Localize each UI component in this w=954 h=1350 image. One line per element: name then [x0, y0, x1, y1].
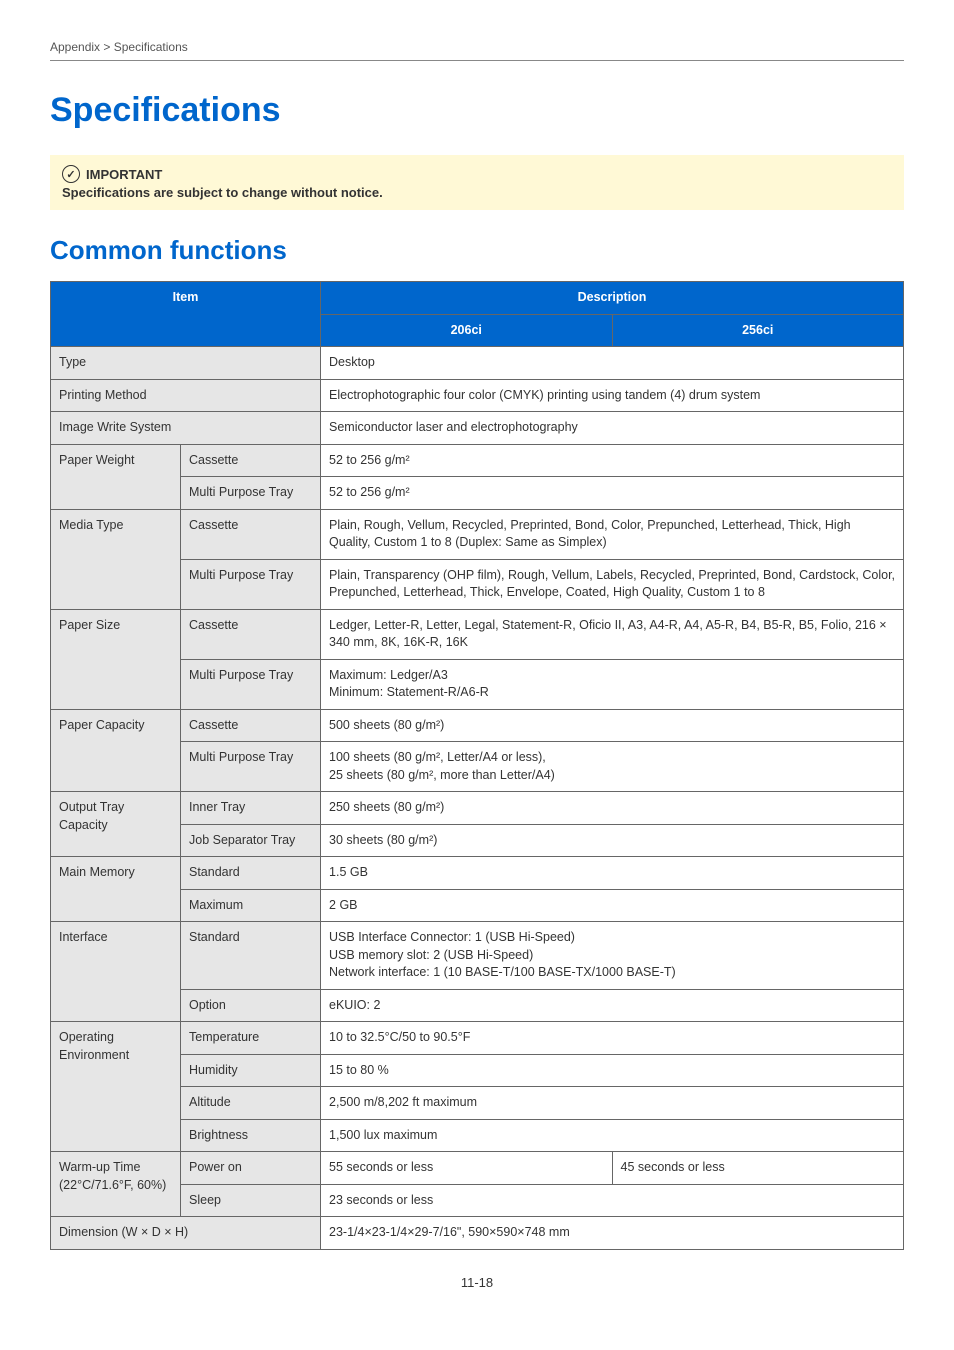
th-description: Description — [321, 282, 904, 315]
row-interface-std-sub: Standard — [181, 922, 321, 990]
th-model1: 206ci — [321, 314, 612, 347]
row-interface-opt-sub: Option — [181, 989, 321, 1022]
row-operating-hum-val: 15 to 80 % — [321, 1054, 904, 1087]
row-output-label: Output Tray Capacity — [51, 792, 181, 857]
row-output-inner-val: 250 sheets (80 g/m²) — [321, 792, 904, 825]
row-operating-label: Operating Environment — [51, 1022, 181, 1152]
row-memory-max-sub: Maximum — [181, 889, 321, 922]
row-papersize-mp-sub: Multi Purpose Tray — [181, 659, 321, 709]
row-operating-bright-val: 1,500 lux maximum — [321, 1119, 904, 1152]
row-paperweight-mp-val: 52 to 256 g/m² — [321, 477, 904, 510]
row-mediatype-label: Media Type — [51, 509, 181, 609]
row-papercap-mp-sub: Multi Purpose Tray — [181, 742, 321, 792]
important-notice: ✓ IMPORTANT Specifications are subject t… — [50, 155, 904, 210]
row-papercap-cassette-val: 500 sheets (80 g/m²) — [321, 709, 904, 742]
row-paperweight-cassette-val: 52 to 256 g/m² — [321, 444, 904, 477]
row-printing-value: Electrophotographic four color (CMYK) pr… — [321, 379, 904, 412]
row-paperweight-mp-sub: Multi Purpose Tray — [181, 477, 321, 510]
row-papercap-label: Paper Capacity — [51, 709, 181, 792]
row-warmup-label: Warm-up Time (22°C/71.6°F, 60%) — [51, 1152, 181, 1217]
row-memory-label: Main Memory — [51, 857, 181, 922]
row-operating-bright-sub: Brightness — [181, 1119, 321, 1152]
row-papersize-mp-val: Maximum: Ledger/A3 Minimum: Statement-R/… — [321, 659, 904, 709]
spec-table: Item Description 206ci 256ci Type Deskto… — [50, 281, 904, 1250]
row-warmup-power-sub: Power on — [181, 1152, 321, 1185]
row-mediatype-mp-sub: Multi Purpose Tray — [181, 559, 321, 609]
section-title: Common functions — [50, 235, 904, 266]
row-printing-label: Printing Method — [51, 379, 321, 412]
row-dimension-label: Dimension (W × D × H) — [51, 1217, 321, 1250]
row-output-jobsep-val: 30 sheets (80 g/m²) — [321, 824, 904, 857]
check-icon: ✓ — [62, 165, 80, 183]
row-imagewrite-value: Semiconductor laser and electrophotograp… — [321, 412, 904, 445]
row-paperweight-label: Paper Weight — [51, 444, 181, 509]
row-papersize-cassette-val: Ledger, Letter-R, Letter, Legal, Stateme… — [321, 609, 904, 659]
row-memory-max-val: 2 GB — [321, 889, 904, 922]
breadcrumb: Appendix > Specifications — [50, 40, 904, 61]
row-mediatype-mp-val: Plain, Transparency (OHP film), Rough, V… — [321, 559, 904, 609]
row-memory-std-val: 1.5 GB — [321, 857, 904, 890]
th-model2: 256ci — [612, 314, 904, 347]
row-imagewrite-label: Image Write System — [51, 412, 321, 445]
row-mediatype-cassette-val: Plain, Rough, Vellum, Recycled, Preprint… — [321, 509, 904, 559]
th-item: Item — [51, 282, 321, 347]
row-warmup-power-v2: 45 seconds or less — [612, 1152, 904, 1185]
important-label: IMPORTANT — [86, 167, 162, 182]
row-type-label: Type — [51, 347, 321, 380]
important-text: Specifications are subject to change wit… — [62, 185, 892, 200]
row-papercap-mp-val: 100 sheets (80 g/m², Letter/A4 or less),… — [321, 742, 904, 792]
row-papercap-cassette-sub: Cassette — [181, 709, 321, 742]
row-warmup-sleep-val: 23 seconds or less — [321, 1184, 904, 1217]
row-warmup-sleep-sub: Sleep — [181, 1184, 321, 1217]
row-papersize-cassette-sub: Cassette — [181, 609, 321, 659]
row-memory-std-sub: Standard — [181, 857, 321, 890]
row-dimension-value: 23-1/4×23-1/4×29-7/16", 590×590×748 mm — [321, 1217, 904, 1250]
row-papersize-label: Paper Size — [51, 609, 181, 709]
page-number: 11-18 — [50, 1275, 904, 1290]
row-type-value: Desktop — [321, 347, 904, 380]
row-operating-alt-sub: Altitude — [181, 1087, 321, 1120]
row-operating-temp-sub: Temperature — [181, 1022, 321, 1055]
row-output-inner-sub: Inner Tray — [181, 792, 321, 825]
row-interface-label: Interface — [51, 922, 181, 1022]
page-title: Specifications — [50, 91, 904, 130]
row-output-jobsep-sub: Job Separator Tray — [181, 824, 321, 857]
row-interface-std-val: USB Interface Connector: 1 (USB Hi-Speed… — [321, 922, 904, 990]
row-operating-alt-val: 2,500 m/8,202 ft maximum — [321, 1087, 904, 1120]
row-warmup-power-v1: 55 seconds or less — [321, 1152, 612, 1185]
row-operating-temp-val: 10 to 32.5°C/50 to 90.5°F — [321, 1022, 904, 1055]
row-paperweight-cassette-sub: Cassette — [181, 444, 321, 477]
row-mediatype-cassette-sub: Cassette — [181, 509, 321, 559]
row-operating-hum-sub: Humidity — [181, 1054, 321, 1087]
row-interface-opt-val: eKUIO: 2 — [321, 989, 904, 1022]
